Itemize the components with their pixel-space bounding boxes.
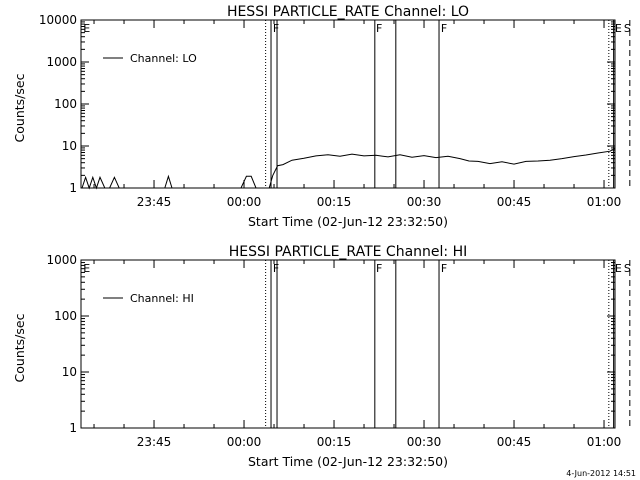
timestamp-footer: 4-Jun-2012 14:51	[566, 469, 636, 478]
x-tick-label: 00:30	[407, 195, 442, 209]
y-tick-label: 1	[69, 181, 77, 195]
chart-panel-hi: HESSI PARTICLE_RATE Channel: HI Counts/s…	[12, 244, 631, 469]
legend-label: Channel: LO	[130, 52, 197, 65]
flag-letter: S	[624, 262, 631, 275]
plot-frame	[80, 19, 616, 189]
y-tick-label: 100	[54, 97, 77, 111]
y-axis-label: Counts/sec	[12, 73, 27, 142]
flag-letter: E	[615, 22, 622, 35]
y-tick-label: 1000	[46, 253, 77, 267]
x-tick-label: 23:45	[137, 435, 172, 449]
y-tick-label: 100	[54, 309, 77, 323]
flag-letter: E	[615, 262, 622, 275]
flag-letter: F	[441, 22, 447, 35]
y-axis-label: Counts/sec	[12, 313, 27, 382]
y-tick-label: 1000	[46, 55, 77, 69]
x-tick-label: 00:00	[227, 435, 262, 449]
x-tick-label: 00:30	[407, 435, 442, 449]
data-series-lo	[81, 52, 616, 190]
flag-letter: F	[376, 262, 382, 275]
flag-letter: E	[83, 22, 90, 35]
flag-letter: F	[273, 262, 279, 275]
flag-letter: S	[624, 22, 631, 35]
x-axis-label: Start Time (02-Jun-12 23:32:50)	[248, 214, 448, 229]
flag-letter: F	[376, 22, 382, 35]
flag-letter: F	[273, 22, 279, 35]
flag-letter: E	[83, 262, 90, 275]
y-tick-label: 10	[62, 139, 77, 153]
flag-letter: F	[441, 262, 447, 275]
legend-label: Channel: HI	[130, 292, 194, 305]
chart-title: HESSI PARTICLE_RATE Channel: HI	[229, 244, 467, 260]
x-tick-label: 01:00	[587, 435, 622, 449]
y-tick-label: 1	[69, 421, 77, 435]
x-tick-label: 00:15	[317, 195, 352, 209]
chart-panel-lo: HESSI PARTICLE_RATE Channel: LO Counts/s…	[12, 4, 631, 229]
x-tick-label: 00:15	[317, 435, 352, 449]
y-tick-label: 10000	[39, 13, 77, 27]
x-tick-label: 01:00	[587, 195, 622, 209]
x-axis-label: Start Time (02-Jun-12 23:32:50)	[248, 454, 448, 469]
plot-frame	[80, 259, 616, 429]
chart-title: HESSI PARTICLE_RATE Channel: LO	[227, 4, 469, 20]
x-tick-label: 00:00	[227, 195, 262, 209]
x-tick-label: 23:45	[137, 195, 172, 209]
x-tick-label: 00:45	[497, 435, 532, 449]
x-tick-label: 00:45	[497, 195, 532, 209]
y-tick-label: 10	[62, 365, 77, 379]
